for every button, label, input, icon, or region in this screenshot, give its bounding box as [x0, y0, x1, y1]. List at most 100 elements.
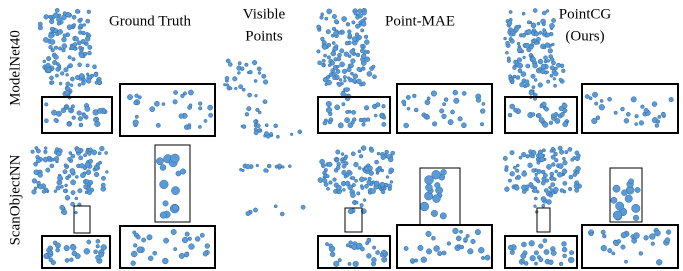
point: [94, 73, 98, 77]
point: [54, 118, 58, 122]
point: [550, 172, 554, 176]
point: [507, 21, 512, 26]
point: [67, 122, 71, 126]
point: [55, 74, 58, 77]
point: [98, 161, 101, 164]
point: [63, 12, 67, 16]
point: [644, 235, 649, 240]
point: [541, 197, 546, 202]
point: [510, 250, 515, 255]
point: [247, 106, 251, 110]
point: [337, 83, 341, 87]
point: [359, 154, 363, 158]
point: [336, 185, 341, 190]
point: [56, 248, 60, 252]
point: [322, 59, 325, 62]
point: [362, 123, 366, 127]
point: [358, 14, 362, 18]
point: [616, 202, 624, 210]
point: [347, 67, 352, 72]
point: [353, 261, 359, 267]
point: [526, 185, 530, 189]
point: [50, 39, 55, 44]
point: [46, 67, 51, 72]
point: [565, 150, 568, 153]
point: [171, 229, 176, 234]
point: [357, 243, 363, 249]
point: [543, 122, 548, 127]
point: [364, 105, 369, 110]
point: [258, 72, 261, 75]
point: [537, 22, 540, 25]
point: [621, 245, 625, 249]
point: [448, 119, 453, 124]
point: [390, 180, 393, 183]
point: [525, 43, 530, 48]
point: [44, 147, 47, 150]
point: [228, 63, 232, 67]
page: Ground Truth Visible Points Point-MAE Po…: [0, 0, 683, 271]
point: [514, 185, 519, 190]
point: [363, 199, 366, 202]
point: [541, 170, 545, 174]
point: [361, 22, 366, 27]
point: [538, 59, 543, 64]
point: [127, 94, 132, 99]
point: [569, 250, 573, 254]
point: [79, 123, 83, 127]
point: [42, 190, 46, 194]
point: [504, 168, 508, 172]
point: [75, 175, 78, 178]
point: [602, 234, 606, 238]
point: [418, 245, 423, 250]
point: [601, 230, 605, 234]
point: [563, 160, 568, 165]
point: [84, 248, 90, 254]
point: [347, 170, 350, 173]
point: [203, 251, 208, 256]
point: [621, 232, 627, 238]
point: [156, 158, 163, 165]
point: [599, 104, 605, 110]
point: [171, 186, 179, 194]
point: [649, 234, 655, 240]
point: [63, 34, 67, 38]
point: [96, 239, 100, 243]
point: [613, 185, 620, 192]
point: [62, 210, 67, 215]
point: [56, 111, 61, 116]
point: [264, 131, 268, 135]
point: [376, 102, 380, 106]
point: [256, 164, 259, 167]
point: [366, 253, 371, 258]
point: [341, 160, 344, 163]
point: [85, 162, 90, 167]
point: [573, 170, 576, 173]
point: [336, 166, 340, 170]
point: [410, 258, 414, 262]
point: [594, 102, 597, 105]
point: [332, 14, 336, 18]
point: [611, 197, 617, 203]
point: [639, 121, 644, 126]
point: [372, 75, 376, 79]
point: [54, 190, 57, 193]
point: [78, 188, 82, 192]
point: [547, 59, 550, 62]
point: [360, 203, 363, 206]
point: [280, 212, 284, 216]
point: [342, 16, 347, 21]
point: [333, 178, 337, 182]
point: [508, 113, 512, 117]
point: [70, 77, 74, 81]
point: [79, 156, 83, 160]
point: [71, 105, 75, 109]
point: [517, 58, 522, 63]
point: [288, 165, 291, 168]
point: [263, 80, 268, 85]
point: [329, 181, 333, 185]
point: [77, 41, 81, 45]
point: [187, 125, 191, 129]
point: [366, 118, 370, 122]
column-header: PointCG: [559, 6, 612, 22]
